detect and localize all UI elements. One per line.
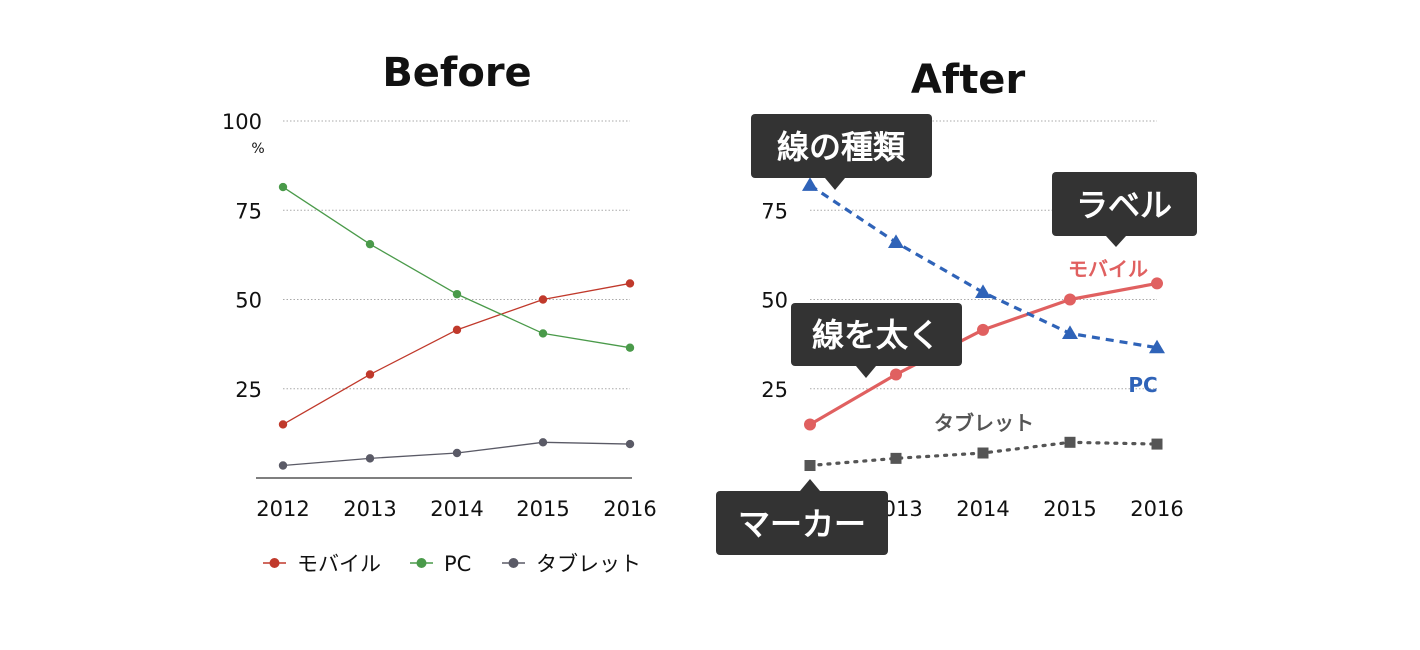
legend-label-mobile: モバイル xyxy=(297,552,381,576)
callout-thicker-line-box xyxy=(791,303,962,366)
after-y-axis: 25 50 75 xyxy=(761,199,788,402)
before-x-tick-2015: 2015 xyxy=(516,497,569,521)
before-series-line-1 xyxy=(282,186,631,349)
callout-label-pointer xyxy=(1106,236,1126,247)
before-y-tick-50: 50 xyxy=(235,289,262,313)
before-y-tick-75: 75 xyxy=(235,199,262,223)
callout-label-box xyxy=(1052,172,1197,236)
after-point-1-2013 xyxy=(888,234,904,248)
before-point-0-2016 xyxy=(625,279,635,288)
after-point-0-2013 xyxy=(890,368,902,381)
legend-marker-mobile xyxy=(269,558,280,568)
before-point-1-2012 xyxy=(278,182,288,192)
before-gridlines xyxy=(283,120,630,390)
legend-item-mobile: モバイル xyxy=(263,552,381,576)
before-point-2-2014 xyxy=(452,448,462,458)
callout-marker-pointer xyxy=(800,479,820,491)
after-point-0-2014 xyxy=(977,323,989,336)
before-point-1-2013 xyxy=(365,239,375,249)
after-point-1-2016 xyxy=(1149,339,1165,354)
before-x-axis: 2012 2013 2014 2015 2016 xyxy=(256,497,656,521)
before-legend: モバイル PC タブレット xyxy=(263,552,641,576)
legend-marker-pc xyxy=(416,558,427,568)
before-x-tick-2016: 2016 xyxy=(603,497,656,521)
before-point-2-2016 xyxy=(625,439,635,449)
after-x-tick-2014: 2014 xyxy=(956,497,1009,521)
before-point-0-2012 xyxy=(278,420,288,429)
callout-marker: マーカー xyxy=(716,479,888,555)
after-point-0-2015 xyxy=(1064,293,1076,306)
after-title: After xyxy=(911,57,1026,103)
callout-thicker-line-pointer xyxy=(856,366,876,378)
callout-line-type-box xyxy=(751,114,932,178)
before-point-0-2014 xyxy=(452,325,462,335)
before-x-tick-2013: 2013 xyxy=(343,497,396,521)
before-y-tick-25: 25 xyxy=(235,378,262,402)
callout-line-type-text: 線の種類 xyxy=(777,128,906,166)
before-title: Before xyxy=(382,50,531,96)
after-series-label-mobile: モバイル xyxy=(1068,257,1148,281)
legend-label-tablet: タブレット xyxy=(536,552,641,576)
after-x-tick-2015: 2015 xyxy=(1043,497,1096,521)
callout-marker-text: マーカー xyxy=(738,505,866,543)
after-point-2-2012 xyxy=(804,460,816,472)
before-point-2-2015 xyxy=(538,438,548,447)
callout-label-text: ラベル xyxy=(1076,186,1172,224)
after-y-tick-25: 25 xyxy=(761,378,788,402)
before-x-tick-2012: 2012 xyxy=(256,497,309,521)
before-series-line-0 xyxy=(282,282,631,426)
after-point-2-2013 xyxy=(890,452,902,464)
before-series xyxy=(278,182,635,470)
after-series-label-tablet: タブレット xyxy=(934,411,1034,435)
after-point-0-2012 xyxy=(804,418,816,431)
callout-marker-box xyxy=(716,491,888,555)
before-point-0-2013 xyxy=(365,370,375,379)
before-point-0-2015 xyxy=(538,295,548,304)
legend-label-pc: PC xyxy=(444,552,471,576)
before-point-1-2015 xyxy=(538,329,548,338)
before-point-1-2014 xyxy=(452,289,462,299)
after-point-2-2015 xyxy=(1064,436,1076,448)
after-point-1-2014 xyxy=(975,284,991,298)
after-series-label-pc: PC xyxy=(1128,373,1157,397)
before-y-unit: % xyxy=(251,141,264,157)
before-point-2-2012 xyxy=(278,461,288,470)
before-x-tick-2014: 2014 xyxy=(430,497,483,521)
before-y-tick-100: 100 xyxy=(222,110,262,134)
callout-line-type-pointer xyxy=(825,178,845,190)
before-point-1-2016 xyxy=(625,343,635,352)
after-y-tick-50: 50 xyxy=(761,289,788,313)
after-point-1-2015 xyxy=(1062,325,1078,340)
callout-thicker-line-text: 線を太く xyxy=(812,316,940,354)
legend-marker-tablet xyxy=(508,558,519,568)
legend-item-pc: PC xyxy=(410,552,471,576)
legend-item-tablet: タブレット xyxy=(502,552,641,576)
after-point-0-2016 xyxy=(1151,277,1163,290)
after-x-tick-2016: 2016 xyxy=(1130,497,1183,521)
callout-label: ラベル xyxy=(1052,172,1197,247)
after-point-2-2016 xyxy=(1151,438,1163,450)
after-point-2-2014 xyxy=(977,447,989,459)
before-y-axis: 25 50 75 100 xyxy=(222,110,262,402)
callout-thicker-line: 線を太く xyxy=(791,303,962,378)
before-point-2-2013 xyxy=(365,454,375,463)
after-y-tick-75: 75 xyxy=(761,199,788,223)
callout-line-type: 線の種類 xyxy=(751,114,932,190)
after-point-1-2012 xyxy=(802,177,818,191)
after-series xyxy=(802,177,1165,472)
